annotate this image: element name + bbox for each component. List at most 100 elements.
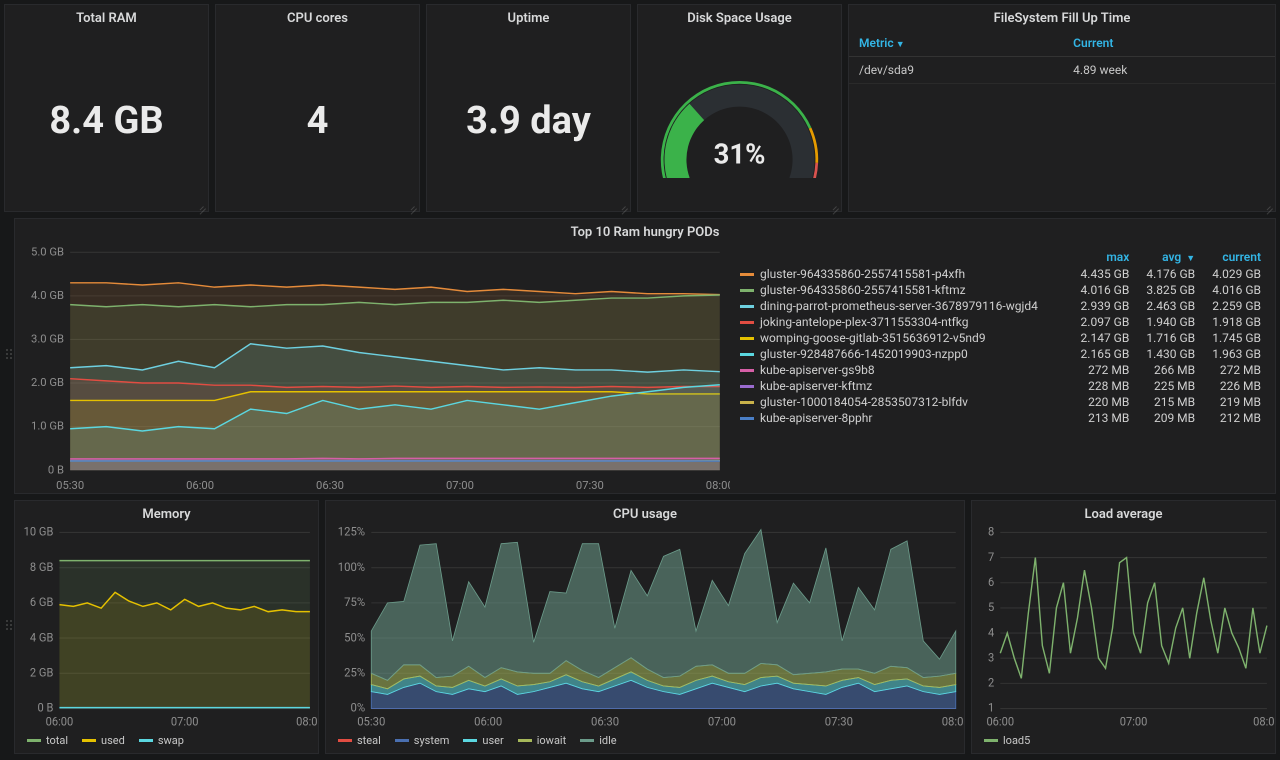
panel-cpu-usage[interactable]: CPU usage 0%25%50%75%100%125%05:3006:000… [325, 500, 965, 754]
series-swatch-icon [740, 401, 754, 404]
panel-memory[interactable]: Memory 0 B2 GB4 GB6 GB8 GB10 GB06:0007:0… [14, 500, 319, 754]
legend-current: 4.029 GB [1201, 266, 1267, 282]
legend-max: 2.097 GB [1070, 314, 1136, 330]
series-swatch-icon [580, 739, 594, 742]
panel-load-average[interactable]: Load average 1234567806:0007:0008:00 loa… [971, 500, 1276, 754]
column-header-avg[interactable]: avg ▼ [1135, 248, 1201, 266]
stat-value: 3.9 day [427, 30, 630, 211]
cpu-usage-chart: 0%25%50%75%100%125%05:3006:0006:3007:000… [326, 526, 964, 730]
legend-avg: 1.430 GB [1135, 346, 1201, 362]
legend-item[interactable]: system [395, 734, 450, 747]
svg-text:06:00: 06:00 [986, 714, 1014, 728]
svg-text:50%: 50% [344, 630, 365, 644]
legend-row[interactable]: gluster-1000184054-2853507312-blfdv 220 … [734, 394, 1267, 410]
panel-top-pods[interactable]: Top 10 Ram hungry PODs 0 B1.0 GB2.0 GB3.… [14, 218, 1276, 494]
svg-text:5: 5 [988, 600, 994, 614]
sort-desc-icon: ▼ [1186, 254, 1195, 264]
legend-max: 220 MB [1070, 394, 1136, 410]
series-swatch-icon [740, 385, 754, 388]
panel-title: CPU usage [326, 501, 964, 526]
panel-title: FileSystem Fill Up Time [849, 5, 1275, 30]
legend-row[interactable]: kube-apiserver-kftmz 228 MB 225 MB 226 M… [734, 378, 1267, 394]
legend-row[interactable]: gluster-964335860-2557415581-p4xfh 4.435… [734, 266, 1267, 282]
column-header-current[interactable]: current [1201, 248, 1267, 266]
row-drag-handle-icon[interactable] [6, 620, 12, 634]
svg-text:0 B: 0 B [37, 700, 53, 714]
legend-row[interactable]: kube-apiserver-gs9b8 272 MB 266 MB 272 M… [734, 362, 1267, 378]
svg-text:07:30: 07:30 [576, 478, 604, 492]
legend-row[interactable]: joking-antelope-plex-3711553304-ntfkg 2.… [734, 314, 1267, 330]
svg-text:07:00: 07:00 [1120, 714, 1148, 728]
resize-handle-icon[interactable] [196, 199, 206, 209]
svg-text:100%: 100% [338, 560, 365, 574]
svg-text:1.0 GB: 1.0 GB [31, 419, 64, 433]
svg-text:06:00: 06:00 [474, 714, 502, 728]
panel-disk-gauge[interactable]: Disk Space Usage 31% [637, 4, 842, 212]
stat-value: 8.4 GB [5, 30, 208, 211]
pods-ram-chart: 0 B1.0 GB2.0 GB3.0 GB4.0 GB5.0 GB05:3006… [15, 244, 730, 493]
resize-handle-icon[interactable] [829, 199, 839, 209]
series-swatch-icon [518, 739, 532, 742]
legend-row[interactable]: gluster-928487666-1452019903-nzpp0 2.165… [734, 346, 1267, 362]
legend-item[interactable]: idle [580, 734, 616, 747]
svg-text:06:30: 06:30 [316, 478, 344, 492]
series-swatch-icon [740, 353, 754, 356]
panel-cpu-cores[interactable]: CPU cores 4 [215, 4, 420, 212]
legend-name: gluster-1000184054-2853507312-blfdv [734, 394, 1070, 410]
stat-value: 4 [216, 30, 419, 211]
legend-row[interactable]: kube-apiserver-8pphr 213 MB 209 MB 212 M… [734, 410, 1267, 426]
panel-title: Uptime [427, 5, 630, 30]
panel-filesystem-table[interactable]: FileSystem Fill Up Time Metric▼ Current … [848, 4, 1276, 212]
legend-avg: 209 MB [1135, 410, 1201, 426]
svg-text:06:00: 06:00 [186, 478, 214, 492]
legend-item[interactable]: used [82, 734, 125, 747]
table-row[interactable]: /dev/sda94.89 week [849, 57, 1275, 84]
column-header-current[interactable]: Current [1063, 30, 1275, 57]
resize-handle-icon[interactable] [407, 199, 417, 209]
svg-text:1: 1 [988, 700, 994, 714]
svg-text:07:30: 07:30 [825, 714, 853, 728]
legend-avg: 215 MB [1135, 394, 1201, 410]
svg-text:2.0 GB: 2.0 GB [31, 375, 64, 389]
svg-text:2 GB: 2 GB [30, 665, 53, 679]
panel-uptime[interactable]: Uptime 3.9 day [426, 4, 631, 212]
legend-avg: 4.176 GB [1135, 266, 1201, 282]
column-header-max[interactable]: max [1070, 248, 1136, 266]
legend-row[interactable]: womping-goose-gitlab-3515636912-v5nd9 2.… [734, 330, 1267, 346]
legend-label: system [414, 734, 450, 747]
series-swatch-icon [740, 417, 754, 420]
legend-item[interactable]: user [463, 734, 503, 747]
svg-text:06:30: 06:30 [591, 714, 619, 728]
svg-text:0%: 0% [350, 701, 365, 715]
legend-item[interactable]: steal [338, 734, 381, 747]
cpu-legend: steal system user iowait idle [326, 730, 964, 753]
resize-handle-icon[interactable] [618, 199, 628, 209]
svg-text:06:00: 06:00 [46, 714, 74, 728]
legend-avg: 3.825 GB [1135, 282, 1201, 298]
legend-max: 2.165 GB [1070, 346, 1136, 362]
row-drag-handle-icon[interactable] [6, 349, 12, 363]
legend-current: 272 MB [1201, 362, 1267, 378]
legend-item[interactable]: total [27, 734, 68, 747]
panel-total-ram[interactable]: Total RAM 8.4 GB [4, 4, 209, 212]
legend-row[interactable]: gluster-964335860-2557415581-kftmz 4.016… [734, 282, 1267, 298]
series-swatch-icon [395, 739, 409, 742]
column-header-metric[interactable]: Metric▼ [849, 30, 1063, 57]
filesystem-table: Metric▼ Current /dev/sda94.89 week [849, 30, 1275, 84]
svg-text:3: 3 [988, 650, 994, 664]
resize-handle-icon[interactable] [1263, 199, 1273, 209]
legend-item[interactable]: swap [139, 734, 184, 747]
series-swatch-icon [740, 337, 754, 340]
legend-item[interactable]: iowait [518, 734, 566, 747]
legend-label: steal [357, 734, 381, 747]
svg-text:6 GB: 6 GB [30, 595, 53, 609]
series-swatch-icon [740, 305, 754, 308]
legend-row[interactable]: dining-parrot-prometheus-server-36789791… [734, 298, 1267, 314]
legend-item[interactable]: load5 [984, 734, 1030, 747]
svg-text:8: 8 [988, 526, 994, 539]
svg-text:25%: 25% [344, 665, 365, 679]
legend-name: gluster-964335860-2557415581-kftmz [734, 282, 1070, 298]
svg-text:07:00: 07:00 [171, 714, 199, 728]
series-swatch-icon [338, 739, 352, 742]
legend-max: 4.016 GB [1070, 282, 1136, 298]
